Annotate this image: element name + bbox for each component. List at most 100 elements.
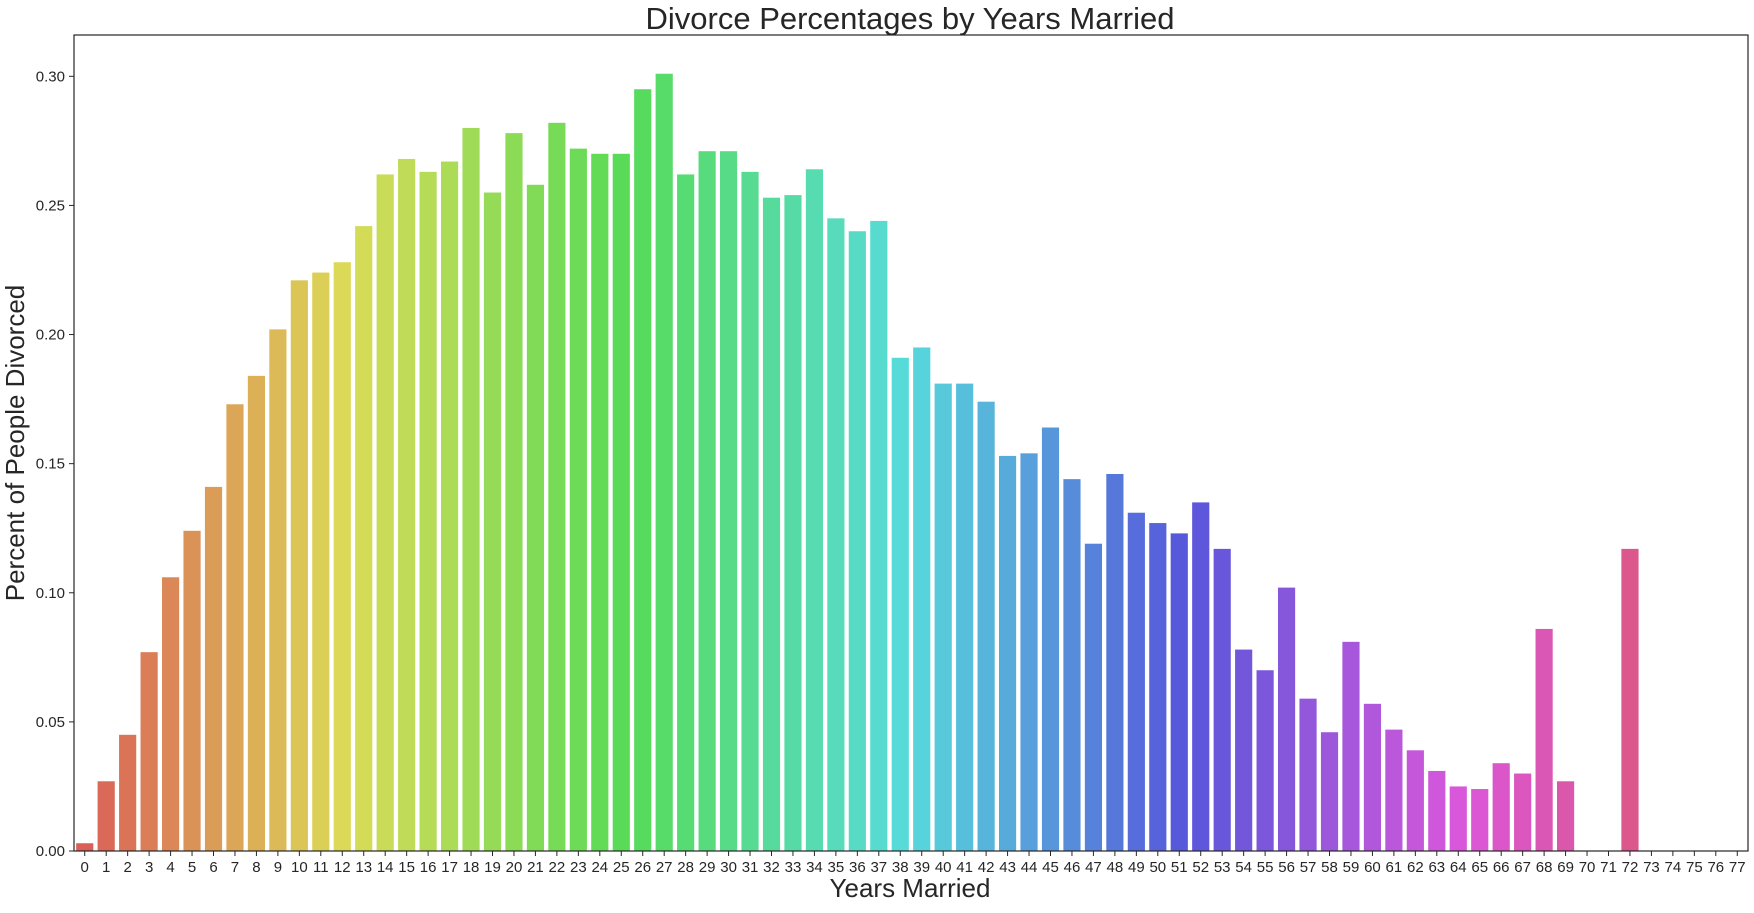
bar-47 bbox=[1084, 543, 1103, 851]
x-tick-label: 38 bbox=[892, 859, 909, 876]
x-tick-label: 32 bbox=[763, 859, 780, 876]
bar-33 bbox=[784, 195, 802, 852]
x-tick-label: 52 bbox=[1192, 859, 1209, 876]
bar-1 bbox=[97, 781, 115, 851]
x-tick-label: 36 bbox=[849, 859, 866, 876]
x-tick-label: 49 bbox=[1128, 859, 1145, 876]
bar-30 bbox=[719, 151, 738, 851]
x-tick-label: 58 bbox=[1321, 859, 1338, 876]
x-tick-label: 35 bbox=[828, 859, 845, 876]
bar-37 bbox=[870, 220, 888, 852]
bar-34 bbox=[805, 169, 824, 851]
y-tick-label: 0.30 bbox=[36, 68, 65, 85]
x-tick-label: 8 bbox=[252, 859, 260, 876]
x-tick-label: 56 bbox=[1278, 859, 1295, 876]
bar-2 bbox=[119, 734, 137, 851]
bar-32 bbox=[762, 197, 781, 851]
bar-65 bbox=[1471, 789, 1489, 851]
x-tick-label: 3 bbox=[145, 859, 153, 876]
bar-50 bbox=[1149, 523, 1167, 851]
x-tick-label: 18 bbox=[463, 859, 480, 876]
bar-17 bbox=[440, 161, 459, 851]
bar-8 bbox=[247, 375, 266, 851]
x-tick-label: 39 bbox=[913, 859, 930, 876]
y-tick-label: 0.25 bbox=[36, 197, 65, 214]
x-tick-label: 13 bbox=[355, 859, 372, 876]
x-axis: 0 1 2 3 4 5 6 7 8 9 10 11 12 13 14 15 16 17 18 19 20 21 22 23 24… bbox=[81, 851, 1746, 876]
x-tick-label: 31 bbox=[742, 859, 759, 876]
bar-38 bbox=[891, 357, 909, 851]
x-tick-label: 48 bbox=[1107, 859, 1124, 876]
bar-45 bbox=[1041, 427, 1060, 851]
bar-53 bbox=[1213, 548, 1231, 851]
bar-23 bbox=[569, 148, 587, 851]
bar-42 bbox=[977, 401, 995, 851]
bar-6 bbox=[204, 486, 223, 851]
x-tick-label: 7 bbox=[231, 859, 239, 876]
bar-4 bbox=[161, 577, 180, 851]
x-tick-label: 33 bbox=[785, 859, 802, 876]
x-tick-label: 37 bbox=[870, 859, 887, 876]
x-tick-label: 60 bbox=[1364, 859, 1381, 876]
bar-10 bbox=[290, 280, 308, 851]
x-tick-label: 34 bbox=[806, 859, 823, 876]
x-axis-label: Years Married bbox=[830, 873, 991, 903]
x-tick-label: 26 bbox=[634, 859, 651, 876]
bar-20 bbox=[505, 133, 523, 851]
x-tick-label: 10 bbox=[291, 859, 308, 876]
bar-3 bbox=[140, 652, 158, 851]
bar-43 bbox=[998, 455, 1017, 851]
bar-56 bbox=[1277, 587, 1296, 851]
bar-13 bbox=[355, 226, 373, 852]
x-tick-label: 19 bbox=[484, 859, 501, 876]
bar-44 bbox=[1020, 453, 1038, 851]
x-tick-label: 1 bbox=[102, 859, 110, 876]
x-tick-label: 74 bbox=[1665, 859, 1682, 876]
x-tick-label: 47 bbox=[1085, 859, 1102, 876]
bar-21 bbox=[526, 184, 545, 851]
x-tick-label: 11 bbox=[313, 859, 329, 876]
bar-5 bbox=[183, 530, 201, 851]
bar-41 bbox=[956, 383, 974, 851]
x-tick-label: 72 bbox=[1622, 859, 1639, 876]
y-axis-label: Percent of People Divorced bbox=[0, 285, 30, 602]
x-tick-label: 70 bbox=[1579, 859, 1596, 876]
x-tick-label: 12 bbox=[334, 859, 351, 876]
x-tick-label: 6 bbox=[209, 859, 217, 876]
bar-28 bbox=[677, 174, 695, 851]
bar-39 bbox=[913, 347, 931, 851]
bar-19 bbox=[483, 192, 502, 851]
x-tick-label: 21 bbox=[527, 859, 544, 876]
bar-0 bbox=[76, 843, 94, 851]
x-tick-label: 4 bbox=[166, 859, 174, 876]
bar-67 bbox=[1514, 773, 1532, 851]
bar-22 bbox=[548, 122, 566, 852]
x-tick-label: 25 bbox=[613, 859, 630, 876]
bar-58 bbox=[1320, 732, 1339, 851]
y-tick-label: 0.00 bbox=[36, 843, 65, 860]
x-tick-label: 2 bbox=[123, 859, 131, 876]
bar-35 bbox=[827, 218, 845, 852]
x-tick-label: 51 bbox=[1171, 859, 1188, 876]
bar-68 bbox=[1535, 628, 1553, 851]
x-tick-label: 68 bbox=[1536, 859, 1553, 876]
x-tick-label: 40 bbox=[935, 859, 952, 876]
bar-55 bbox=[1256, 670, 1274, 851]
x-tick-label: 30 bbox=[720, 859, 737, 876]
x-tick-label: 27 bbox=[656, 859, 673, 876]
bar-14 bbox=[376, 174, 394, 851]
bar-49 bbox=[1127, 512, 1145, 851]
x-tick-label: 24 bbox=[591, 859, 608, 876]
x-tick-label: 23 bbox=[570, 859, 587, 876]
bar-31 bbox=[741, 171, 759, 852]
bars bbox=[76, 73, 1639, 852]
x-tick-label: 69 bbox=[1557, 859, 1574, 876]
bar-40 bbox=[934, 383, 952, 851]
x-tick-label: 67 bbox=[1514, 859, 1531, 876]
x-tick-label: 62 bbox=[1407, 859, 1424, 876]
bar-64 bbox=[1449, 786, 1467, 851]
y-tick-label: 0.10 bbox=[36, 585, 65, 602]
bar-27 bbox=[655, 73, 673, 852]
x-tick-label: 46 bbox=[1064, 859, 1081, 876]
